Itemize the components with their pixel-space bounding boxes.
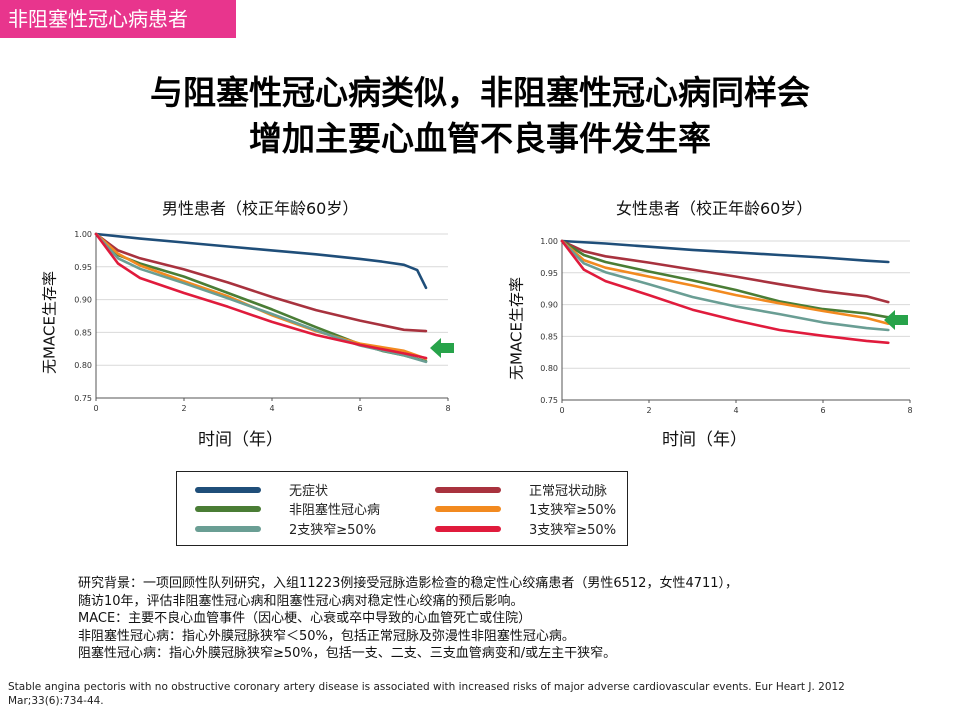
y-tick-label: 0.85 — [540, 332, 558, 341]
y-tick-label: 0.95 — [74, 263, 92, 272]
highlight-arrow-icon — [430, 338, 454, 358]
y-tick-label: 0.80 — [540, 364, 558, 373]
legend-label-nonobstructive: 非阻塞性冠心病 — [289, 503, 381, 518]
legend-item-nonobstructive: 非阻塞性冠心病 — [195, 499, 380, 518]
legend-item-three-vessel: 3支狭窄≥50% — [435, 519, 616, 538]
series-line-two-vessel — [94, 232, 428, 364]
note-line: 随访10年，评估非阻塞性冠心病和阻塞性冠心病对稳定性心绞痛的预后影响。 — [78, 593, 524, 609]
series-line-nonobstructive — [94, 232, 428, 363]
legend-item-no-symptom: 无症状 — [195, 480, 328, 499]
y-tick-label: 0.85 — [74, 328, 92, 337]
series-line-no-symptom — [560, 239, 890, 264]
reference: Stable angina pectoris with no obstructi… — [8, 680, 938, 708]
series-line-nonobstructive — [560, 239, 890, 319]
slide-title: 与阻塞性冠心病类似，非阻塞性冠心病同样会 增加主要心血管不良事件发生率 — [0, 70, 960, 162]
x-tick-label: 8 — [445, 404, 450, 413]
legend-item-normal: 正常冠状动脉 — [435, 480, 607, 499]
legend-item-one-vessel: 1支狭窄≥50% — [435, 499, 616, 518]
male-xlabel: 时间（年） — [198, 430, 283, 450]
y-tick-label: 0.75 — [540, 396, 558, 405]
legend-swatch-two-vessel — [195, 525, 261, 532]
note-line: 非阻塞性冠心病：指心外膜冠脉狭窄＜50%，包括正常冠脉及弥漫性非阻塞性冠心病。 — [78, 628, 575, 644]
series-line-one-vessel — [94, 232, 428, 360]
x-tick-label: 4 — [733, 406, 738, 415]
y-tick-label: 0.80 — [74, 361, 92, 370]
y-tick-label: 0.75 — [74, 394, 92, 403]
legend-swatch-no-symptom — [195, 486, 261, 493]
male-survival-chart: 0.75 0.80 0.85 0.90 0.95 1.00 0 2 4 6 8 — [74, 230, 454, 413]
legend-label-three-vessel: 3支狭窄≥50% — [529, 523, 617, 538]
y-tick-label: 0.90 — [74, 296, 92, 305]
y-tick-label: 1.00 — [74, 230, 92, 239]
x-tick-label: 6 — [357, 404, 362, 413]
female-ylabel: 无MACE生存率 — [507, 277, 526, 380]
male-ylabel: 无MACE生存率 — [40, 271, 59, 374]
title-line-2: 增加主要心血管不良事件发生率 — [249, 119, 711, 158]
note-line: 研究背景：一项回顾性队列研究，入组11223例接受冠脉造影检查的稳定性心绞痛患者… — [78, 576, 739, 591]
legend-label-one-vessel: 1支狭窄≥50% — [529, 503, 617, 518]
series-line-no-symptom — [94, 232, 428, 290]
series-line-three-vessel — [94, 232, 428, 360]
reference-line-2: Mar;33(6):734-44. — [8, 695, 104, 707]
legend-item-two-vessel: 2支狭窄≥50% — [195, 519, 376, 538]
series-line-three-vessel — [560, 239, 890, 345]
x-tick-label: 6 — [820, 406, 825, 415]
legend-swatch-one-vessel — [435, 505, 501, 512]
x-tick-label: 8 — [907, 406, 912, 415]
series-line-one-vessel — [560, 239, 890, 325]
legend-swatch-normal — [435, 486, 501, 493]
legend-label-two-vessel: 2支狭窄≥50% — [289, 523, 377, 538]
y-tick-label: 1.00 — [540, 237, 558, 246]
y-tick-label: 0.95 — [540, 269, 558, 278]
legend-label-no-symptom: 无症状 — [289, 484, 329, 499]
study-notes: 研究背景：一项回顾性队列研究，入组11223例接受冠脉造影检查的稳定性心绞痛患者… — [78, 575, 918, 663]
series-line-two-vessel — [560, 239, 890, 332]
x-tick-label: 0 — [559, 406, 564, 415]
female-chart-title: 女性患者（校正年龄60岁） — [616, 199, 813, 218]
legend-label-normal: 正常冠状动脉 — [529, 484, 608, 499]
series-line-normal — [560, 239, 890, 304]
x-tick-label: 4 — [269, 404, 274, 413]
reference-line-1: Stable angina pectoris with no obstructi… — [8, 681, 845, 693]
chart-legend: 无症状 非阻塞性冠心病 2支狭窄≥50% 正常冠状动脉 1支狭窄≥50% 3支狭… — [176, 471, 628, 546]
legend-swatch-three-vessel — [435, 525, 501, 532]
male-chart-title: 男性患者（校正年龄60岁） — [162, 199, 359, 218]
series-line-normal — [94, 232, 428, 333]
female-survival-chart: 0.75 0.80 0.85 0.90 0.95 1.00 0 2 4 6 8 — [540, 237, 912, 415]
y-tick-label: 0.90 — [540, 301, 558, 310]
x-tick-label: 2 — [646, 406, 651, 415]
section-tag: 非阻塞性冠心病患者 — [0, 0, 236, 38]
title-line-1: 与阻塞性冠心病类似，非阻塞性冠心病同样会 — [150, 73, 810, 112]
highlight-arrow-icon — [884, 310, 908, 330]
x-tick-label: 2 — [181, 404, 186, 413]
legend-swatch-nonobstructive — [195, 505, 261, 512]
x-tick-label: 0 — [93, 404, 98, 413]
note-line: MACE：主要不良心血管事件（因心梗、心衰或卒中导致的心血管死亡或住院） — [78, 611, 532, 626]
female-xlabel: 时间（年） — [662, 430, 747, 450]
note-line: 阻塞性冠心病：指心外膜冠脉狭窄≥50%，包括一支、二支、三支血管病变和/或左主干… — [78, 646, 617, 661]
